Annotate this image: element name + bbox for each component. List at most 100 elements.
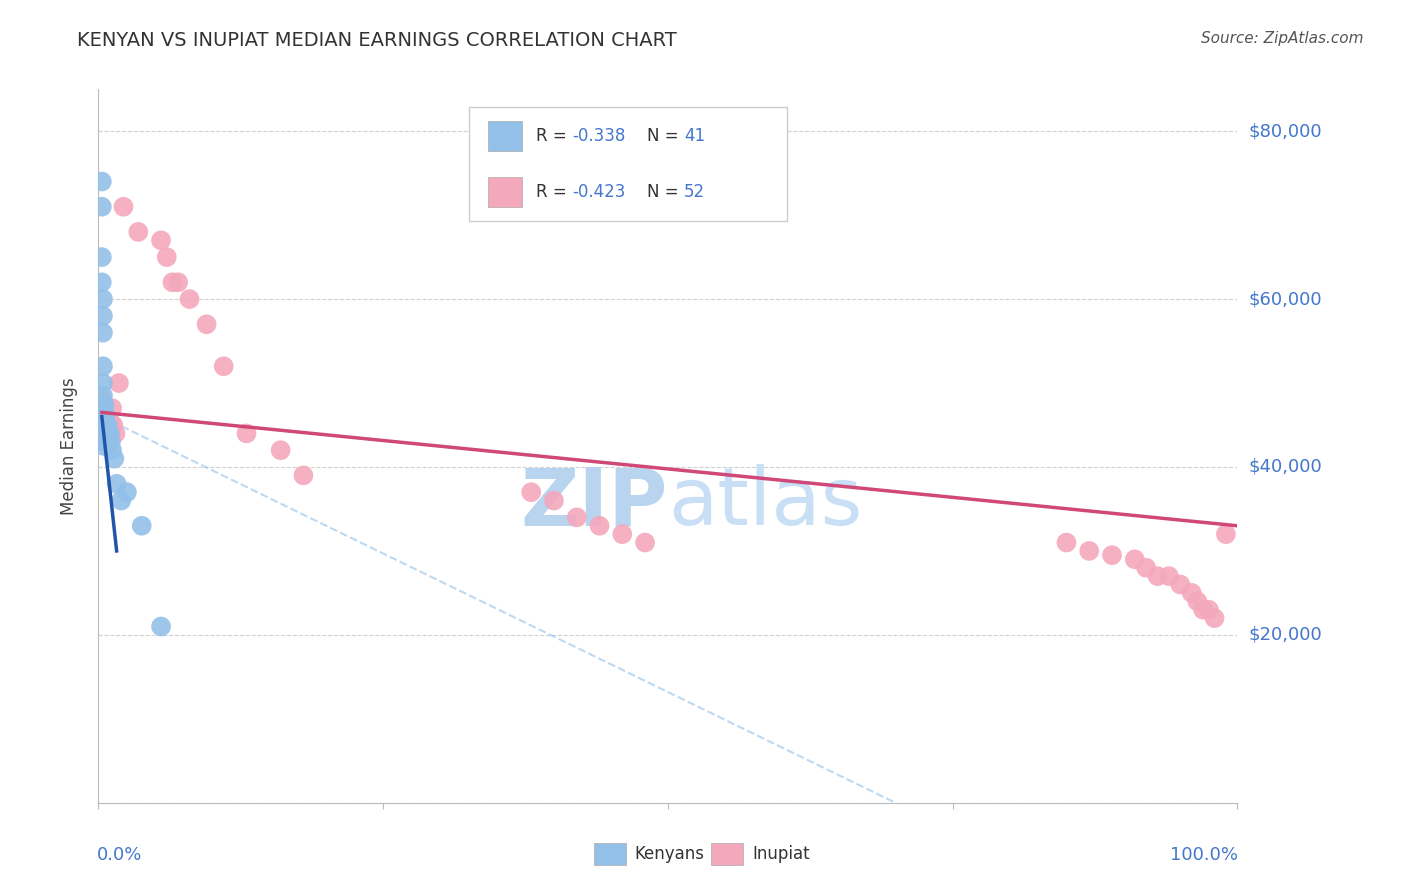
Text: R =: R =: [536, 128, 567, 145]
Text: R =: R =: [536, 183, 567, 201]
Point: [108, 376, 131, 390]
Point: [156, 250, 179, 264]
Point: [1192, 603, 1215, 617]
Point: [98, 414, 121, 428]
FancyBboxPatch shape: [593, 844, 626, 865]
Text: -0.423: -0.423: [572, 183, 626, 201]
Text: Inupiat: Inupiat: [752, 846, 810, 863]
Point: [195, 318, 218, 332]
Point: [96, 426, 118, 441]
Point: [103, 451, 125, 466]
Y-axis label: Median Earnings: Median Earnings: [59, 377, 77, 515]
Point: [94, 417, 117, 432]
Point: [1170, 577, 1192, 591]
Text: $40,000: $40,000: [1249, 458, 1322, 476]
Point: [162, 275, 184, 289]
Point: [91, 309, 114, 323]
FancyBboxPatch shape: [488, 177, 522, 207]
Point: [127, 225, 149, 239]
Point: [104, 426, 127, 441]
FancyBboxPatch shape: [468, 107, 787, 221]
Point: [634, 535, 657, 549]
Point: [91, 376, 114, 390]
Point: [1101, 548, 1123, 562]
Point: [96, 417, 118, 432]
Point: [101, 443, 124, 458]
Point: [1146, 569, 1168, 583]
Point: [543, 493, 565, 508]
Point: [270, 443, 292, 458]
Point: [93, 397, 115, 411]
Text: Source: ZipAtlas.com: Source: ZipAtlas.com: [1201, 31, 1364, 46]
Point: [93, 417, 115, 432]
Point: [98, 426, 121, 441]
FancyBboxPatch shape: [711, 844, 742, 865]
Point: [96, 409, 118, 424]
Point: [90, 175, 112, 189]
Point: [90, 250, 112, 264]
Point: [94, 417, 117, 432]
Point: [90, 392, 112, 407]
FancyBboxPatch shape: [488, 121, 522, 152]
Point: [94, 409, 117, 424]
Point: [93, 422, 115, 436]
Point: [91, 326, 114, 340]
Text: 100.0%: 100.0%: [1170, 846, 1239, 863]
Point: [565, 510, 588, 524]
Point: [90, 275, 112, 289]
Point: [103, 417, 125, 432]
Text: 52: 52: [683, 183, 704, 201]
Point: [93, 431, 115, 445]
Point: [115, 485, 138, 500]
Point: [100, 426, 122, 441]
Point: [93, 439, 115, 453]
Point: [93, 405, 115, 419]
Point: [520, 485, 543, 500]
Point: [101, 401, 124, 416]
Point: [235, 426, 257, 441]
Point: [94, 431, 117, 445]
Point: [93, 401, 115, 416]
Point: [93, 414, 115, 428]
Point: [94, 422, 117, 436]
Point: [94, 426, 117, 441]
Point: [91, 401, 114, 416]
Point: [90, 200, 112, 214]
Point: [1135, 560, 1157, 574]
Point: [93, 414, 115, 428]
Point: [93, 409, 115, 424]
Point: [110, 493, 132, 508]
Point: [1215, 527, 1237, 541]
Point: [94, 409, 117, 424]
Point: [93, 405, 115, 419]
Point: [150, 619, 173, 633]
Point: [212, 359, 235, 374]
Point: [93, 434, 115, 449]
Point: [1181, 586, 1204, 600]
Point: [96, 417, 118, 432]
Point: [97, 434, 120, 449]
Text: $60,000: $60,000: [1249, 290, 1322, 308]
Point: [91, 409, 114, 424]
Point: [96, 417, 118, 432]
Point: [612, 527, 634, 541]
Point: [91, 292, 114, 306]
Point: [100, 434, 122, 449]
Point: [1157, 569, 1180, 583]
Point: [112, 200, 135, 214]
Point: [91, 359, 114, 374]
Text: $80,000: $80,000: [1249, 122, 1322, 140]
Point: [131, 518, 153, 533]
Point: [588, 518, 610, 533]
Point: [1204, 611, 1226, 625]
Point: [150, 233, 173, 247]
Point: [1078, 544, 1101, 558]
Text: N =: N =: [647, 128, 679, 145]
Point: [97, 426, 120, 441]
Point: [167, 275, 190, 289]
Point: [1187, 594, 1209, 608]
Point: [91, 389, 114, 403]
Text: -0.338: -0.338: [572, 128, 626, 145]
Point: [94, 422, 117, 436]
Point: [1054, 535, 1078, 549]
